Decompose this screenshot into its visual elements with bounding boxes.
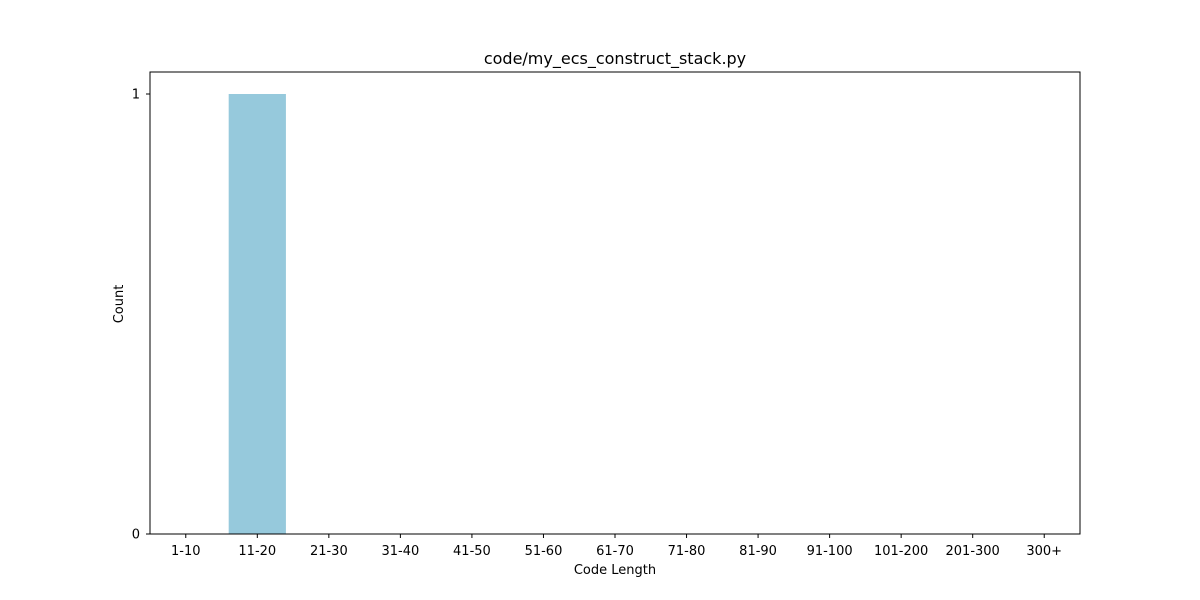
- y-axis-label: Count: [112, 285, 127, 324]
- x-tick-label: 41-50: [453, 544, 491, 559]
- x-tick-label: 11-20: [238, 544, 276, 559]
- y-tick-label: 0: [132, 528, 140, 543]
- plot-area-frame: [149, 71, 1081, 535]
- x-tick-label: 91-100: [807, 544, 853, 559]
- y-tick-label: 1: [132, 88, 140, 103]
- x-tick-label: 101-200: [874, 544, 928, 559]
- chart-title: code/my_ecs_construct_stack.py: [484, 49, 746, 69]
- x-tick-label: 300+: [1026, 544, 1062, 559]
- x-tick-label: 81-90: [739, 544, 777, 559]
- x-tick-label: 31-40: [381, 544, 419, 559]
- x-tick-label: 1-10: [171, 544, 201, 559]
- bar-11-20: [228, 94, 286, 534]
- bars: [228, 94, 286, 534]
- x-tick-label: 51-60: [525, 544, 563, 559]
- y-axis-ticks: 01: [132, 88, 150, 543]
- x-tick-label: 61-70: [596, 544, 634, 559]
- x-tick-label: 71-80: [668, 544, 706, 559]
- x-axis-ticks: 1-10 11-20 21-30 31-40 41-50 51-60 61-70 71-80 8…: [171, 534, 1062, 559]
- x-tick-label: 201-300: [946, 544, 1000, 559]
- x-axis-label: Code Length: [574, 563, 656, 578]
- x-tick-label: 21-30: [310, 544, 348, 559]
